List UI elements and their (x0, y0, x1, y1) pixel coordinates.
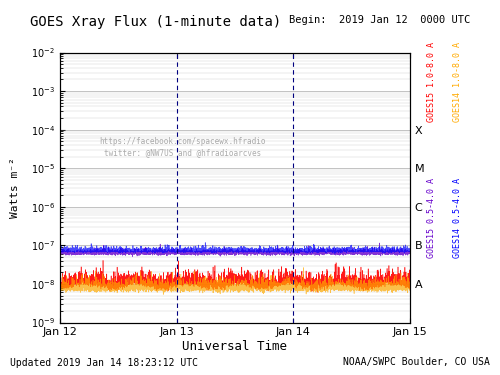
Text: GOES Xray Flux (1-minute data): GOES Xray Flux (1-minute data) (30, 15, 281, 29)
Text: NOAA/SWPC Boulder, CO USA: NOAA/SWPC Boulder, CO USA (343, 357, 490, 368)
Text: GOES15 0.5-4.0 A: GOES15 0.5-4.0 A (428, 177, 436, 258)
Text: GOES15 1.0-8.0 A: GOES15 1.0-8.0 A (428, 42, 436, 123)
Text: GOES14 1.0-8.0 A: GOES14 1.0-8.0 A (452, 42, 462, 123)
Text: Universal Time: Universal Time (182, 339, 288, 352)
Text: Begin:  2019 Jan 12  0000 UTC: Begin: 2019 Jan 12 0000 UTC (289, 15, 470, 25)
Text: Updated 2019 Jan 14 18:23:12 UTC: Updated 2019 Jan 14 18:23:12 UTC (10, 357, 198, 368)
Text: Watts m⁻²: Watts m⁻² (10, 157, 20, 218)
Text: GOES14 0.5-4.0 A: GOES14 0.5-4.0 A (452, 177, 462, 258)
Text: https://facebook.com/spacewx.hfradio
twitter: @NW7US and @hfradioarcves: https://facebook.com/spacewx.hfradio twi… (99, 137, 266, 157)
